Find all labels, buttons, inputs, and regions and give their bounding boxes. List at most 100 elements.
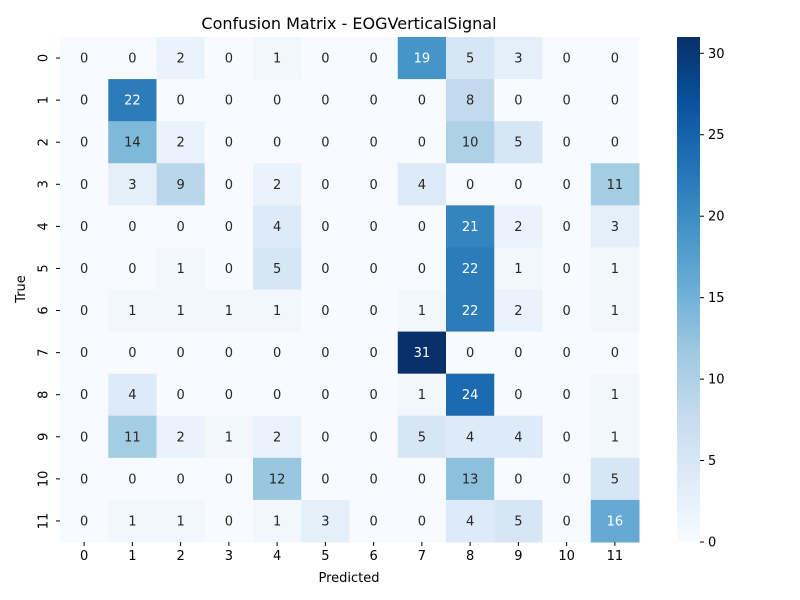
heatmap-cell [397, 205, 447, 248]
cell-value-label: 0 [176, 472, 184, 487]
cell-value-label: 9 [176, 178, 184, 193]
cell-value-label: 1 [611, 430, 619, 445]
heatmap-cell [204, 79, 254, 122]
heatmap-cell [494, 499, 543, 543]
x-tick-label: 10 [558, 549, 575, 564]
heatmap-cell [301, 79, 350, 122]
heatmap-cell [494, 37, 543, 80]
cell-value-label: 0 [369, 178, 377, 193]
y-tick-label: 11 [37, 513, 52, 530]
colorbar-tick-label: 25 [708, 128, 725, 143]
x-tick-label: 9 [514, 549, 522, 564]
heatmap-cell [397, 457, 447, 501]
cell-value-label: 8 [466, 94, 474, 109]
cell-value-label: 0 [418, 220, 426, 235]
heatmap-cell [590, 499, 640, 543]
heatmap-cell [397, 121, 447, 164]
heatmap-cell [542, 79, 592, 122]
cell-value-label: 0 [80, 346, 88, 361]
cell-value-label: 0 [128, 220, 136, 235]
cell-value-label: 0 [176, 346, 184, 361]
heatmap-cell [253, 163, 302, 206]
heatmap-cell [349, 331, 399, 375]
heatmap-cell [204, 247, 254, 290]
cell-value-label: 0 [128, 472, 136, 487]
x-tick-label: 3 [225, 549, 233, 564]
cell-value-label: 0 [514, 94, 522, 109]
cell-value-label: 0 [562, 304, 570, 319]
cell-value-label: 0 [273, 346, 281, 361]
cell-value-label: 1 [514, 262, 522, 277]
heatmap-cell [349, 79, 399, 122]
y-tick-label: 8 [37, 391, 52, 399]
cell-value-label: 2 [514, 220, 522, 235]
x-axis-label: Predicted [318, 571, 379, 586]
heatmap-cell [590, 121, 640, 164]
cell-value-label: 1 [225, 430, 233, 445]
heatmap-cell [301, 373, 350, 417]
heatmap-cell [446, 331, 495, 375]
x-tick-label: 7 [418, 549, 426, 564]
heatmap-cell [349, 415, 399, 459]
cell-value-label: 0 [321, 388, 329, 403]
cell-value-label: 0 [321, 346, 329, 361]
cell-value-label: 0 [611, 346, 619, 361]
cell-value-label: 0 [514, 178, 522, 193]
cell-value-label: 0 [321, 52, 329, 67]
heatmap-cell [156, 163, 206, 206]
cell-value-label: 0 [321, 430, 329, 445]
y-tick-label: 9 [37, 433, 52, 441]
cell-value-label: 5 [514, 136, 522, 151]
cell-value-label: 5 [418, 430, 426, 445]
colorbar-gradient [677, 37, 700, 542]
heatmap-cell [301, 499, 350, 543]
cell-value-label: 0 [369, 220, 377, 235]
cell-value-label: 1 [273, 514, 281, 529]
x-tick-label: 5 [321, 549, 329, 564]
cell-value-label: 0 [611, 94, 619, 109]
heatmap-cell [542, 289, 592, 333]
heatmap-cell [494, 415, 543, 459]
heatmap-cell [108, 289, 157, 333]
cell-value-label: 2 [273, 430, 281, 445]
heatmap-cell [253, 289, 302, 333]
heatmap-cell [108, 373, 157, 417]
heatmap-cell [60, 37, 109, 80]
cell-value-label: 0 [418, 514, 426, 529]
heatmap-cell [156, 331, 206, 375]
heatmap-cell [60, 415, 109, 459]
cell-value-label: 1 [611, 388, 619, 403]
heatmap-cell [108, 121, 157, 164]
cell-value-label: 0 [321, 304, 329, 319]
cell-value-label: 0 [562, 94, 570, 109]
cell-value-label: 0 [321, 220, 329, 235]
heatmap-cell [349, 247, 399, 290]
cell-value-label: 0 [80, 52, 88, 67]
cell-value-label: 0 [369, 262, 377, 277]
heatmap-cell [397, 247, 447, 290]
cell-value-label: 0 [369, 94, 377, 109]
cell-value-label: 0 [562, 136, 570, 151]
heatmap-cell [542, 37, 592, 80]
heatmap-cell [590, 289, 640, 333]
x-tick-label: 0 [80, 549, 88, 564]
heatmap-cell [60, 247, 109, 290]
heatmap-cell [253, 373, 302, 417]
heatmap-cell [590, 79, 640, 122]
cell-value-label: 1 [611, 304, 619, 319]
heatmap-cell [301, 163, 350, 206]
heatmap-cell [397, 289, 447, 333]
cell-value-label: 16 [607, 514, 624, 529]
cell-value-label: 4 [514, 430, 522, 445]
cell-value-label: 0 [80, 220, 88, 235]
chart-title: Confusion Matrix - EOGVerticalSignal [201, 14, 496, 33]
cell-value-label: 1 [176, 304, 184, 319]
heatmap-cell [590, 415, 640, 459]
cell-value-label: 0 [225, 514, 233, 529]
heatmap-cell [494, 79, 543, 122]
cell-value-label: 4 [466, 514, 474, 529]
x-tick-label: 2 [176, 549, 184, 564]
cell-value-label: 0 [225, 178, 233, 193]
heatmap-cell [301, 205, 350, 248]
heatmap-cell [204, 373, 254, 417]
